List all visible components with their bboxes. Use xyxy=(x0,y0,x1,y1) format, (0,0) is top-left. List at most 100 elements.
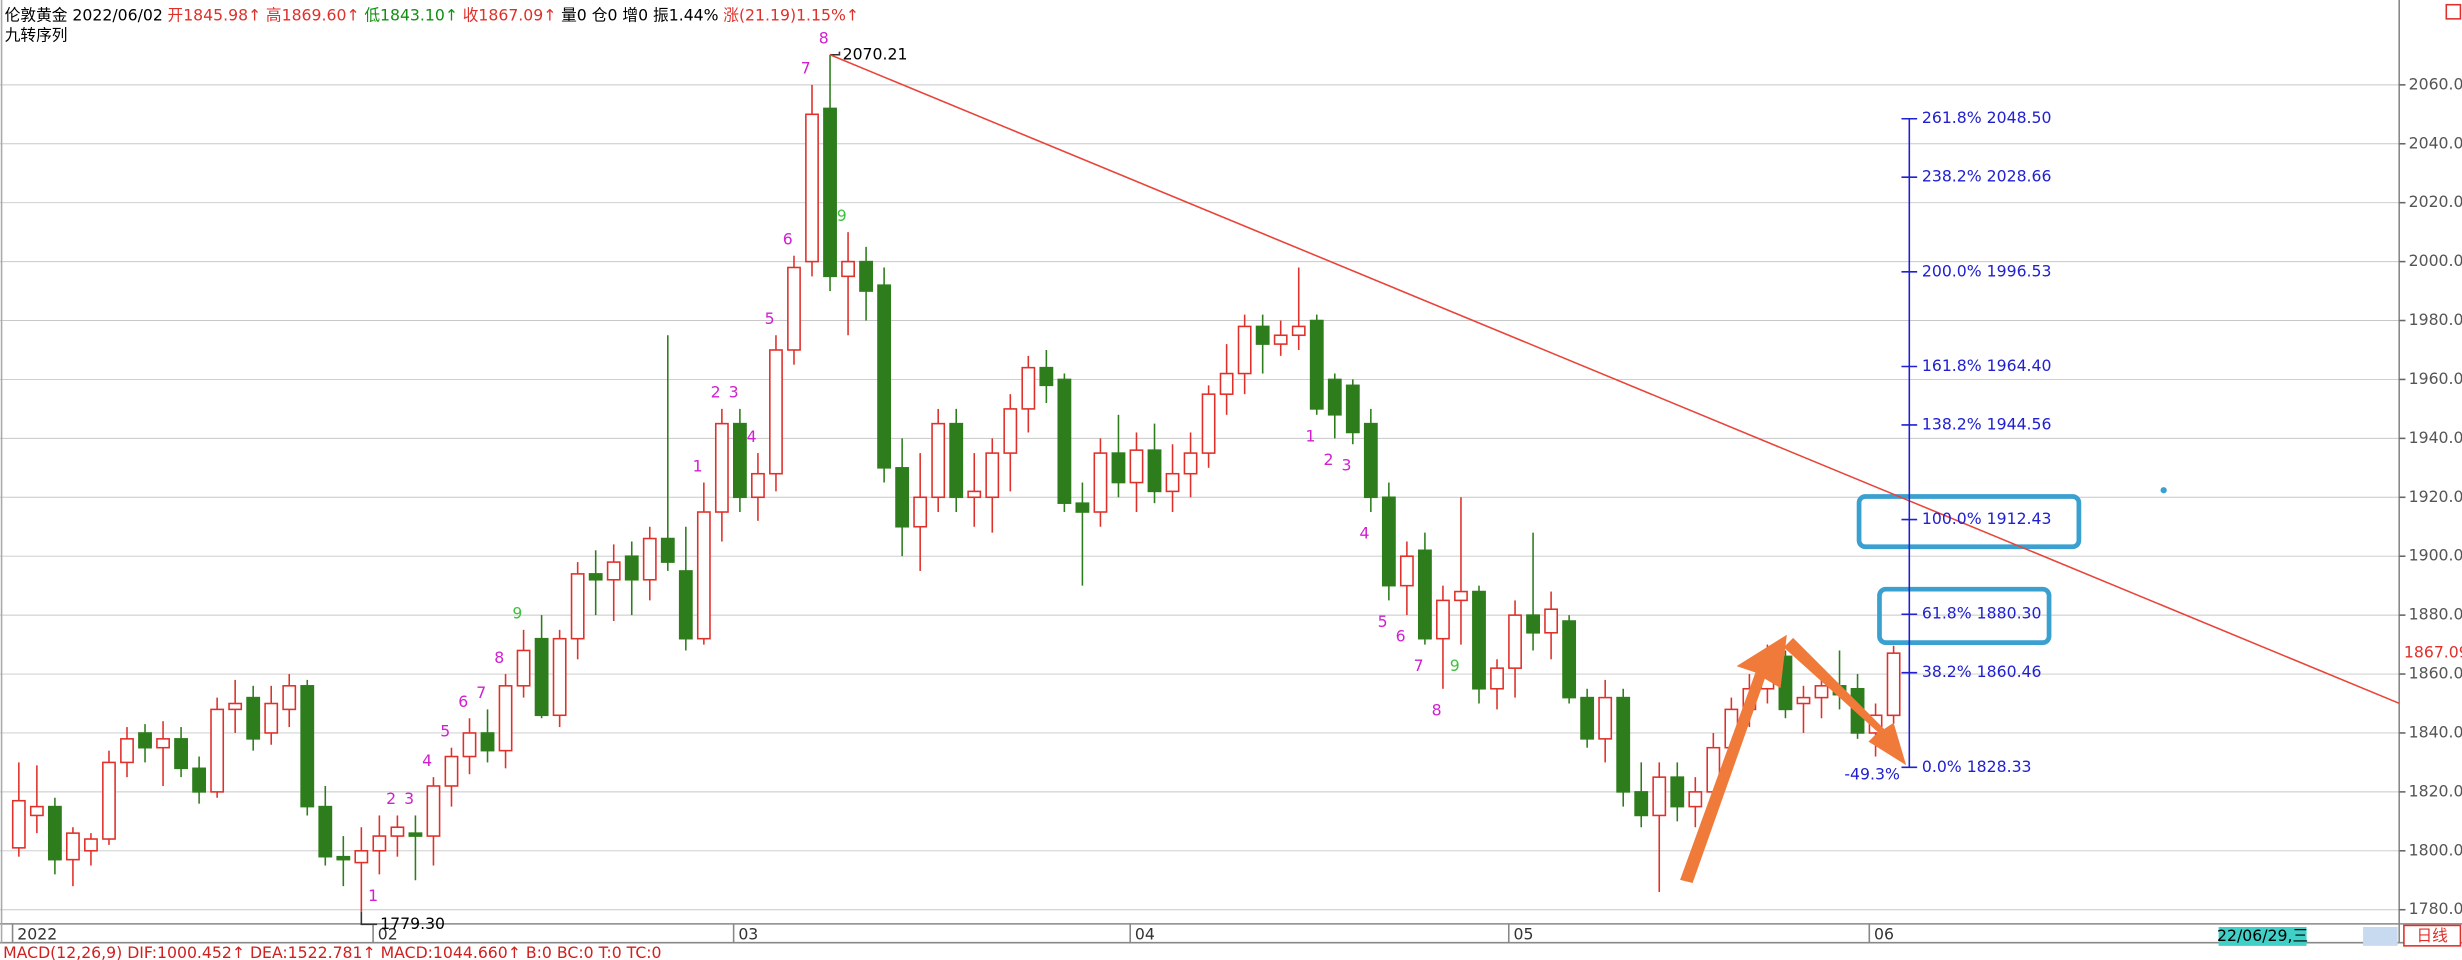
td-count: 1 xyxy=(693,456,703,475)
candle-body xyxy=(1057,378,1072,504)
candle-body xyxy=(336,855,351,861)
candle-body xyxy=(1526,614,1540,634)
candle-body xyxy=(210,708,225,793)
td-count: 5 xyxy=(1378,612,1388,631)
dot xyxy=(2160,487,2167,494)
candle-body xyxy=(192,767,207,793)
fib-label: 0.0% 1828.33 xyxy=(1922,757,2032,776)
header-segment: 涨(21.19)1.15%↑ xyxy=(723,5,859,24)
candle-body xyxy=(570,573,585,640)
td-count: 3 xyxy=(404,789,414,808)
highlight-box xyxy=(1856,494,2082,550)
candle-body xyxy=(498,685,513,752)
candle-body xyxy=(1237,325,1252,375)
candle-body xyxy=(300,685,315,808)
candle-body xyxy=(1111,452,1126,484)
candle-body xyxy=(1616,696,1631,793)
candle-body xyxy=(696,511,711,640)
td-count: 8 xyxy=(1432,700,1442,719)
candle-body xyxy=(246,696,261,740)
x-tick-label: 2022 xyxy=(17,924,57,943)
y-tick-label: 1940.00 xyxy=(2409,428,2462,447)
candle-body xyxy=(11,799,26,849)
candle-body xyxy=(1219,372,1234,395)
td-count: 4 xyxy=(747,427,757,446)
candle-body xyxy=(642,537,657,581)
candle-body xyxy=(1688,791,1703,808)
y-tick-label: 2060.00 xyxy=(2409,74,2462,93)
candle-body xyxy=(751,472,765,499)
candle-body xyxy=(1814,685,1829,699)
candle-body xyxy=(1129,449,1144,484)
candle-body xyxy=(732,422,747,499)
candle-body xyxy=(102,761,116,840)
candle-body xyxy=(156,738,170,749)
candle-body xyxy=(29,805,44,817)
candle-body xyxy=(84,838,98,852)
candle-body xyxy=(282,685,297,711)
candle-body xyxy=(769,349,783,475)
candle-body xyxy=(985,452,1000,499)
candle-body xyxy=(823,107,837,278)
td-count: 9 xyxy=(837,206,847,225)
candle-body xyxy=(1490,667,1504,690)
td-count: 5 xyxy=(440,721,450,740)
candle-body xyxy=(1021,366,1036,410)
td-count: 4 xyxy=(422,751,432,770)
candle-body xyxy=(1183,452,1198,475)
td-count: 7 xyxy=(801,59,811,78)
candle-body xyxy=(1201,393,1216,454)
y-tick-label: 1960.00 xyxy=(2409,369,2462,388)
candle-body xyxy=(480,732,495,752)
grid xyxy=(0,84,2400,911)
y-tick-label: 1860.00 xyxy=(2409,664,2462,683)
td-count: 1 xyxy=(1305,426,1315,445)
fib-label: 61.8% 1880.30 xyxy=(1922,604,2042,623)
y-tick-label: 1880.00 xyxy=(2409,605,2462,624)
candle-body xyxy=(354,850,369,864)
candle-body xyxy=(408,832,423,837)
candle-body xyxy=(606,561,621,581)
candle-body xyxy=(1472,590,1486,690)
td-count: 6 xyxy=(458,692,468,711)
td-count: 9 xyxy=(1450,656,1460,675)
candle-body xyxy=(462,732,477,758)
y-tick-label: 2040.00 xyxy=(2409,133,2462,152)
x-tick-label: 03 xyxy=(738,924,758,943)
candle-body xyxy=(228,702,243,711)
extreme-pointer xyxy=(830,51,841,56)
candle-body xyxy=(1003,408,1018,454)
header-segment: 低1843.10↑ xyxy=(364,5,458,24)
extreme-pointer xyxy=(360,911,378,926)
y-tick-label: 2020.00 xyxy=(2409,192,2462,211)
candle-body xyxy=(47,805,62,861)
td-count: 2 xyxy=(386,789,396,808)
y-tick-label: 1800.00 xyxy=(2409,840,2462,859)
candle-body xyxy=(1327,378,1342,416)
candle-body xyxy=(877,284,892,469)
fib-label: 161.8% 1964.40 xyxy=(1922,356,2052,375)
header-segment: 高1869.60↑ xyxy=(266,5,360,24)
y-tick-label: 1920.00 xyxy=(2409,487,2462,506)
period[interactable]: 日线 xyxy=(2416,926,2448,945)
td-count: 6 xyxy=(1396,627,1406,646)
y-tick-label: 1840.00 xyxy=(2409,722,2462,741)
candle-body xyxy=(1165,472,1180,493)
candle-body xyxy=(714,422,729,513)
candle-body xyxy=(1399,555,1414,587)
corner-button[interactable] xyxy=(2445,3,2462,20)
candle-body xyxy=(1291,325,1306,337)
cursor-date-box xyxy=(2218,927,2307,946)
arrow xyxy=(1680,634,1787,884)
td-count: 8 xyxy=(494,648,504,667)
candle-body xyxy=(949,422,964,499)
header-segment: 伦敦黄金 2022/06/02 xyxy=(5,5,163,24)
highlight-box xyxy=(1877,586,2052,645)
y-tick-label: 1900.00 xyxy=(2409,546,2462,565)
candle-body xyxy=(534,637,549,717)
candle-body xyxy=(913,496,928,528)
candle-body xyxy=(1273,334,1288,345)
candle-body xyxy=(1508,614,1522,669)
period-box[interactable] xyxy=(2403,924,2462,947)
